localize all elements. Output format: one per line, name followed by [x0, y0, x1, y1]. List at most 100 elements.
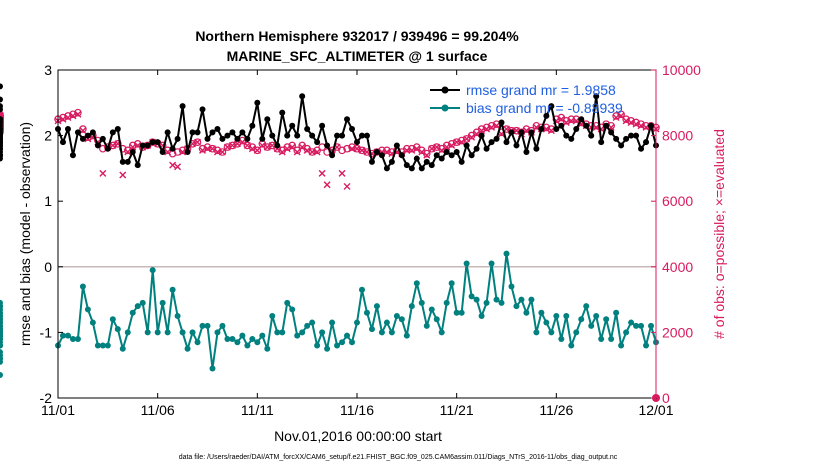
bias-point: [69, 335, 76, 342]
obs-evaluated-point: [238, 138, 246, 146]
rmse-point: [69, 152, 76, 159]
bias-point: [568, 342, 575, 349]
rmse-point: [204, 135, 211, 142]
obs-possible-point: [487, 121, 496, 130]
bias-point: [294, 332, 301, 339]
obs-evaluated-point: [478, 127, 486, 135]
rmse-point: [543, 112, 550, 119]
obs-evaluated-point: [119, 171, 127, 179]
bias-point: [608, 335, 615, 342]
bias-point: [139, 299, 146, 306]
obs-evaluated-point: [248, 145, 256, 153]
rmse-point: [144, 142, 151, 149]
obs-possible-point: [522, 125, 531, 133]
bias-point: [358, 286, 365, 293]
obs-possible-point: [482, 123, 491, 132]
bias-point: [109, 316, 116, 323]
bias-point: [528, 296, 535, 303]
rmse-point: [633, 132, 640, 139]
bias-point: [134, 303, 141, 310]
bias-point: [0, 332, 3, 339]
rmse-point: [533, 145, 540, 152]
bias-point: [194, 339, 201, 346]
bias-point: [104, 342, 111, 349]
y2-tick-label: 6000: [662, 193, 693, 209]
bias-point: [0, 319, 3, 326]
rmse-point: [79, 135, 86, 142]
bias-point: [344, 332, 351, 339]
rmse-point: [219, 135, 226, 142]
y2-tick-label: 2000: [662, 324, 693, 340]
bias-point: [304, 322, 311, 329]
x-tick-label: 11/21: [440, 402, 474, 418]
obs-possible-point: [622, 115, 630, 124]
rmse-point: [304, 126, 311, 133]
rmse-point: [309, 132, 316, 139]
rmse-point: [383, 165, 390, 172]
bias-point: [0, 372, 3, 379]
tick-label-group: 11/01 11/06 11/11 11/16 11/21 11/26 12/01 -2 -1 0…: [40, 62, 702, 418]
obs-evaluated-point: [637, 122, 645, 130]
obs-evaluated-point: [458, 138, 466, 146]
bias-point: [199, 322, 206, 329]
x-tick-label: 11/01: [41, 402, 75, 418]
rmse-point: [169, 145, 176, 152]
rmse-point: [428, 162, 435, 169]
rmse-point: [0, 106, 3, 113]
bias-point: [0, 342, 3, 349]
rmse-point: [403, 162, 410, 169]
rmse-point: [334, 132, 341, 139]
rmse-point: [478, 132, 485, 139]
obs-evaluated-point: [179, 148, 187, 156]
obs-evaluated-point: [488, 123, 496, 131]
obs-evaluated-point: [572, 117, 580, 125]
y-tick-label: -2: [40, 390, 53, 406]
bias-point: [189, 329, 196, 336]
bias-point: [598, 335, 605, 342]
obs-evaluated-point: [129, 143, 137, 151]
y-tick-label: -1: [40, 324, 53, 340]
rmse-point: [124, 158, 131, 165]
rmse-point: [344, 116, 351, 123]
obs-possible-point: [208, 144, 217, 153]
rmse-point: [0, 145, 3, 152]
obs-possible-point: [64, 112, 72, 120]
rmse-point: [573, 126, 580, 133]
obs-evaluated-point: [313, 148, 321, 156]
rmse-point: [329, 152, 336, 159]
rmse-point: [59, 139, 66, 146]
rmse-point: [578, 116, 585, 123]
rmse-point: [239, 129, 246, 136]
rmse-point: [463, 142, 470, 149]
bias-point: [648, 322, 655, 329]
bias-point: [0, 303, 3, 310]
rmse-point: [498, 119, 505, 126]
obs-evaluated-point: [532, 123, 540, 131]
bias-point: [433, 316, 440, 323]
rmse-point: [319, 122, 326, 129]
obs-possible-point: [627, 117, 635, 125]
obs-possible-point: [243, 141, 252, 150]
bias-point: [214, 329, 221, 336]
rmse-point: [314, 139, 321, 146]
rmse-point: [483, 145, 490, 152]
bias-point: [269, 313, 276, 319]
rmse-point: [0, 126, 3, 133]
obs-evaluated-point: [134, 141, 142, 149]
rmse-point: [64, 126, 71, 133]
legend-rmse-marker: [441, 86, 449, 94]
rmse-point: [0, 83, 3, 90]
bias-point: [498, 299, 505, 306]
bias-point: [229, 335, 236, 342]
rmse-point: [358, 132, 365, 139]
rmse-point: [468, 152, 475, 159]
bias-point: [239, 332, 246, 339]
rmse-point: [563, 132, 570, 139]
rmse-point: [149, 139, 156, 146]
rmse-point: [234, 135, 241, 142]
bias-point: [503, 250, 510, 257]
rmse-point: [398, 152, 405, 159]
bias-point: [254, 339, 261, 346]
chart-title: Northern Hemisphere 932017 / 939496 = 99…: [195, 28, 519, 44]
obs-evaluated-point: [323, 181, 331, 189]
